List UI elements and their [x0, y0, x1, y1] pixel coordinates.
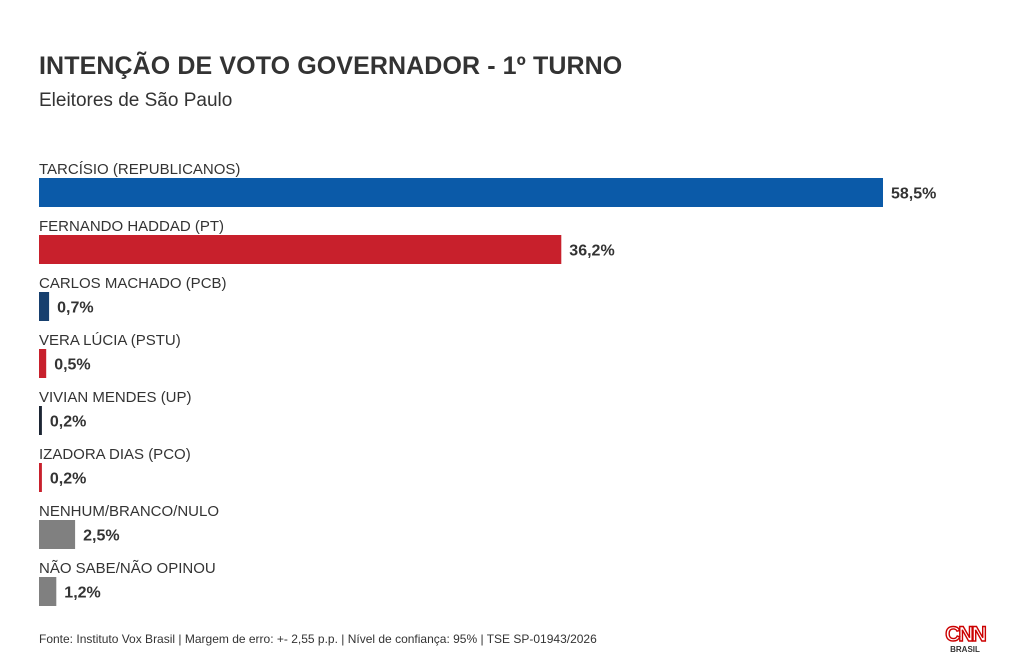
value-label: 2,5% — [83, 528, 119, 545]
value-label: 0,2% — [50, 471, 86, 488]
bar — [39, 178, 883, 207]
bar-chart: TARCÍSIO (REPUBLICANOS) 58,5% FERNANDO HAD… — [39, 161, 936, 606]
value-label: 58,5% — [891, 186, 936, 203]
bar — [39, 520, 76, 549]
category-label: IZADORA DIAS (PCO) — [39, 446, 191, 463]
category-label: VERA LÚCIA (PSTU) — [39, 332, 181, 349]
bar — [39, 463, 42, 492]
bar-row: IZADORA DIAS (PCO) 0,2% — [39, 446, 191, 492]
bar — [39, 235, 562, 264]
bar — [39, 292, 50, 321]
bar — [39, 349, 47, 378]
value-label: 0,2% — [50, 414, 86, 431]
category-label: FERNANDO HADDAD (PT) — [39, 218, 224, 235]
bar-row: NÃO SABE/NÃO OPINOU 1,2% — [39, 560, 216, 606]
value-label: 36,2% — [569, 243, 614, 260]
bar-row: VERA LÚCIA (PSTU) 0,5% — [39, 332, 181, 378]
bar-row: VIVIAN MENDES (UP) 0,2% — [39, 389, 192, 435]
bar — [39, 577, 57, 606]
bar-row: NENHUM/BRANCO/NULO 2,5% — [39, 503, 219, 549]
bar-row: CARLOS MACHADO (PCB) 0,7% — [39, 275, 227, 321]
bar — [39, 406, 42, 435]
category-label: CARLOS MACHADO (PCB) — [39, 275, 227, 292]
cnn-logo-sub: BRASIL — [950, 645, 980, 654]
value-label: 1,2% — [64, 585, 100, 602]
category-label: VIVIAN MENDES (UP) — [39, 389, 192, 406]
cnn-logo-mark: CNN — [945, 623, 985, 646]
category-label: NENHUM/BRANCO/NULO — [39, 503, 219, 520]
bar-row: FERNANDO HADDAD (PT) 36,2% — [39, 218, 615, 264]
chart-title: INTENÇÃO DE VOTO GOVERNADOR - 1º TURNO — [39, 52, 623, 80]
bar-row: TARCÍSIO (REPUBLICANOS) 58,5% — [39, 161, 936, 207]
value-label: 0,5% — [54, 357, 90, 374]
source-footnote: Fonte: Instituto Vox Brasil | Margem de … — [39, 632, 597, 646]
category-label: TARCÍSIO (REPUBLICANOS) — [39, 161, 240, 178]
category-label: NÃO SABE/NÃO OPINOU — [39, 560, 216, 577]
value-label: 0,7% — [57, 300, 93, 317]
cnn-brasil-logo: CNN BRASIL — [945, 622, 989, 654]
chart-subtitle: Eleitores de São Paulo — [39, 90, 233, 111]
